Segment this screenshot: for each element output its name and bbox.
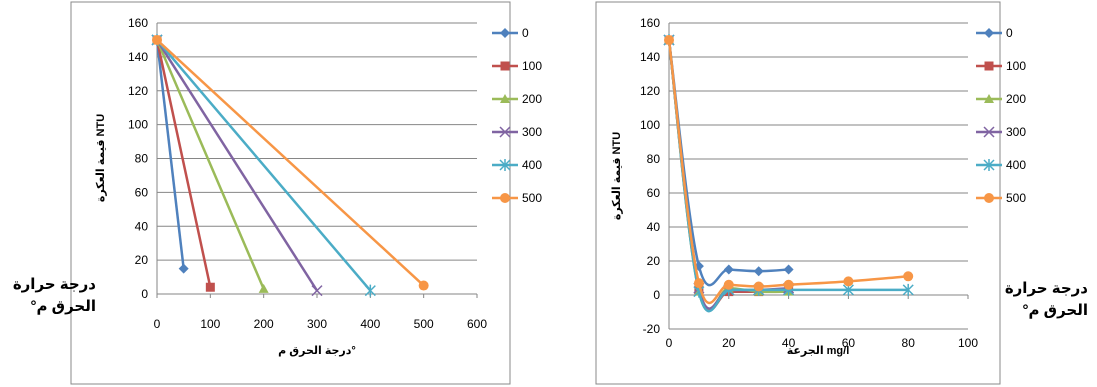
- series-line-0: [155, 39, 185, 269]
- y-tick-label: 100: [640, 118, 660, 132]
- data-point-500: [693, 278, 704, 289]
- legend-marker-100: [500, 61, 510, 71]
- data-point-500: [843, 276, 854, 287]
- y-tick-label: 20: [647, 254, 661, 268]
- series-line-200: [155, 39, 265, 290]
- left-side-label: درجة حرارة الحرق م°: [8, 274, 96, 318]
- data-point-100: [205, 282, 215, 292]
- x-tick-label: 400: [360, 317, 380, 331]
- y-tick-label: 40: [135, 219, 149, 233]
- x-tick-label: 600: [467, 317, 487, 331]
- legend-label-500: 500: [522, 191, 542, 205]
- y-tick-label: 0: [141, 287, 148, 301]
- legend-label-400: 400: [522, 158, 542, 172]
- legend-marker-200: [984, 94, 994, 103]
- y-tick-label: 60: [647, 186, 661, 200]
- x-tick-label: 0: [666, 336, 673, 350]
- data-point-0: [753, 266, 764, 277]
- y-tick-label: 0: [653, 288, 660, 302]
- x-tick-label: 40: [782, 336, 796, 350]
- x-tick-label: 300: [307, 317, 327, 331]
- x-tick-label: 100: [958, 336, 978, 350]
- y-tick-label: 140: [128, 50, 148, 64]
- series-line-300: [155, 39, 319, 292]
- y-axis-title: قيمة العكرة NTU: [95, 114, 107, 202]
- legend-marker-0: [500, 28, 510, 38]
- data-point-0: [178, 263, 189, 274]
- data-point-500: [664, 35, 674, 45]
- y-tick-label: 160: [640, 16, 660, 30]
- legend-label-500: 500: [1006, 191, 1026, 205]
- left-side-label-line-2: الحرق م°: [30, 298, 97, 315]
- x-tick-label: 20: [722, 336, 736, 350]
- legend-marker-100: [984, 61, 994, 71]
- legend-marker-400: [499, 159, 511, 171]
- series-line-100: [155, 39, 212, 288]
- y-tick-label: -20: [643, 322, 661, 336]
- legend-label-200: 200: [522, 92, 542, 106]
- data-point-400: [364, 284, 376, 297]
- x-tick-label: 100: [200, 317, 220, 331]
- x-tick-label: 200: [254, 317, 274, 331]
- data-point-0: [783, 264, 794, 275]
- data-point-500: [152, 34, 162, 45]
- data-point-500: [723, 279, 734, 290]
- data-point-200: [258, 283, 269, 293]
- legend-label-400: 400: [1006, 158, 1026, 172]
- y-tick-label: 140: [640, 50, 660, 64]
- right-side-label-line-2: الحرق م°: [1022, 302, 1089, 319]
- y-tick-label: 120: [640, 84, 660, 98]
- x-tick-label: 500: [414, 317, 434, 331]
- data-point-500: [418, 280, 429, 291]
- x-tick-label: 80: [902, 336, 916, 350]
- legend-marker-500: [500, 193, 510, 203]
- legend-label-0: 0: [522, 26, 529, 40]
- y-tick-label: 160: [128, 16, 148, 30]
- chart-burning-temperature: 0 20 40 60 80 100 120 140 160 0 100 200 300 400 500 600…: [70, 1, 542, 385]
- legend-label-100: 100: [522, 59, 542, 73]
- data-point-500: [753, 281, 764, 292]
- data-point-500: [903, 271, 914, 282]
- y-tick-label: 120: [128, 84, 148, 98]
- right-side-label-line-1: درجة حرارة: [1004, 280, 1088, 297]
- legend-marker-200: [500, 94, 510, 103]
- x-tick-label: 60: [842, 336, 856, 350]
- legend-label-300: 300: [1006, 125, 1026, 139]
- legend-marker-300: [499, 126, 511, 138]
- x-tick-label: 0: [154, 317, 161, 331]
- x-axis-title: درجة الحرق م°: [278, 345, 356, 357]
- data-point-300: [311, 285, 323, 297]
- legend-marker-400: [983, 159, 995, 171]
- y-tick-label: 80: [647, 152, 661, 166]
- left-side-label-line-1: درجة حرارة: [12, 276, 96, 293]
- legend-label-200: 200: [1006, 92, 1026, 106]
- y-tick-label: 100: [128, 118, 148, 132]
- y-tick-label: 40: [647, 220, 661, 234]
- data-point-400: [902, 283, 914, 296]
- y-tick-label: 80: [135, 152, 149, 166]
- series-line-400: [156, 39, 372, 292]
- y-tick-label: 20: [135, 253, 149, 267]
- y-tick-label: 60: [135, 185, 149, 199]
- data-point-500: [783, 279, 794, 290]
- y-axis-title: قيمة العكرة NTU: [611, 132, 623, 220]
- chart-frame: [70, 1, 511, 385]
- right-side-label: درجة حرارة الحرق م°: [998, 278, 1088, 322]
- legend-marker-0: [984, 28, 994, 38]
- chart-dose: -20 0 20 40 60 80 100 120 140 160 0 20 40 60 80 100 الجر…: [595, 1, 1026, 385]
- legend-label-300: 300: [522, 125, 542, 139]
- data-point-0: [723, 264, 734, 275]
- legend-label-0: 0: [1006, 26, 1013, 40]
- series-line-500: [156, 39, 425, 287]
- legend-label-100: 100: [1006, 59, 1026, 73]
- series-line-500: [667, 39, 909, 305]
- x-axis-title: الجرعة mg/l: [787, 345, 850, 357]
- legend-marker-300: [983, 126, 995, 138]
- legend-marker-500: [984, 193, 994, 203]
